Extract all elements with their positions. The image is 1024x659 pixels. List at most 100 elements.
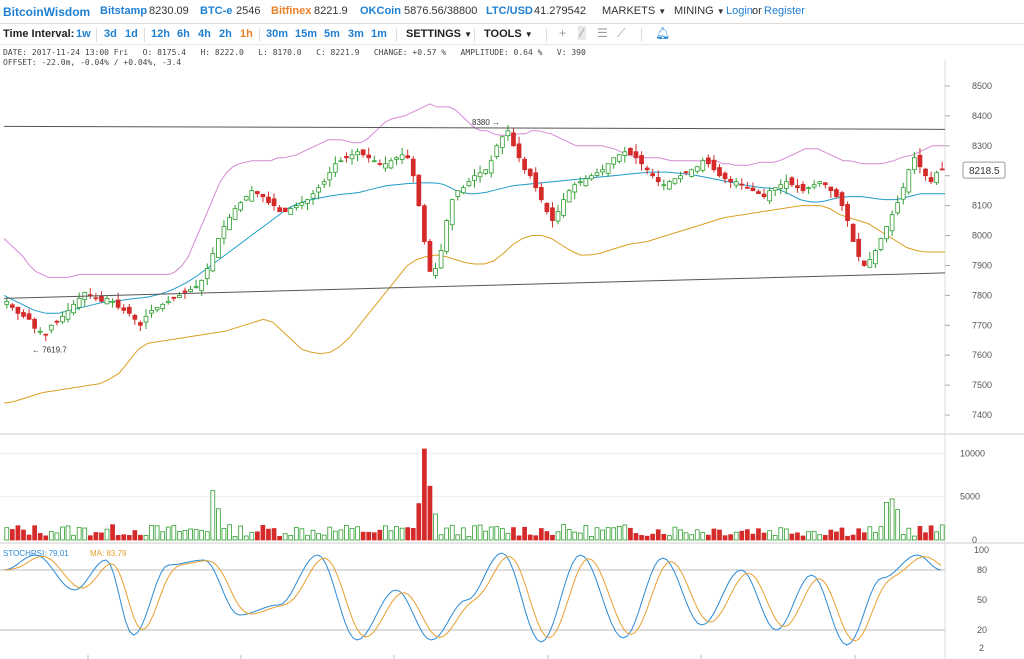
candle-body (43, 333, 49, 336)
volume-bar (377, 529, 383, 541)
volume-bar (906, 527, 912, 541)
price-tick-label: 7500 (972, 380, 992, 390)
volume-bar (399, 527, 405, 541)
volume-tick-label: 5000 (960, 492, 980, 502)
interval-1d[interactable]: 1d (125, 28, 138, 40)
candle-body (399, 154, 405, 160)
candle-body (299, 202, 305, 206)
horizontal-lines-icon[interactable]: ☰ (597, 26, 608, 40)
volume-bar (338, 529, 344, 541)
candle-body (93, 297, 99, 300)
volume-bar (628, 527, 633, 541)
volume-bar (4, 527, 10, 541)
candle-body (193, 285, 199, 288)
volume-bar (360, 531, 366, 541)
exchange-bitfinex[interactable]: Bitfinex (271, 5, 312, 17)
candle-body (266, 196, 271, 204)
mining-menu[interactable]: MINING ▼ (674, 5, 725, 17)
candle-body (199, 280, 205, 292)
volume-bar (800, 535, 806, 541)
markets-menu[interactable]: MARKETS ▼ (602, 5, 666, 17)
candle-body (817, 181, 823, 184)
volume-bar (655, 529, 661, 541)
candle-body (772, 187, 778, 191)
site-logo[interactable]: BitcoinWisdom (3, 5, 91, 19)
volume-bar (644, 535, 650, 541)
price-tick-label: 8300 (972, 141, 992, 151)
interval-3m[interactable]: 3m (348, 28, 364, 40)
volume-bar (305, 534, 310, 541)
interval-3d[interactable]: 3d (104, 28, 117, 40)
interval-1w[interactable]: 1w (76, 28, 91, 40)
candle-body (577, 181, 583, 184)
exchange-okcoin[interactable]: OKCoin (360, 5, 401, 17)
fibonacci-icon[interactable]: ⟋ (617, 26, 626, 40)
candle-body (811, 184, 817, 188)
candle-body (87, 294, 93, 297)
candle-body (366, 154, 372, 159)
interval-15m[interactable]: 15m (295, 28, 318, 40)
tools-dropdown[interactable]: TOOLS ▼ (484, 28, 533, 40)
candle-body (472, 175, 477, 181)
exchange-ltcusd-price: 41.279542 (534, 5, 586, 17)
login-link[interactable]: Login (726, 5, 753, 17)
candle-body (355, 151, 360, 156)
candle-body (449, 199, 455, 226)
exchange-bitstamp[interactable]: Bitstamp (100, 5, 148, 17)
interval-1m[interactable]: 1m (371, 28, 387, 40)
candle-body (572, 184, 578, 193)
candle-body (739, 183, 745, 186)
volume-bar (472, 525, 477, 541)
volume-bar (449, 524, 455, 541)
volume-bar (249, 532, 255, 541)
volume-bar (388, 530, 394, 541)
volume-tick-label: 0 (972, 535, 977, 545)
price-tick-label: 7700 (972, 320, 992, 330)
exchange-btce[interactable]: BTC-e (200, 5, 233, 17)
candle-body (338, 160, 344, 163)
interval-5m[interactable]: 5m (324, 28, 340, 40)
volume-bar (878, 526, 884, 541)
volume-bar (700, 532, 706, 541)
interval-2h[interactable]: 2h (219, 28, 232, 40)
volume-bar (394, 526, 399, 541)
support-trendline (3, 272, 946, 299)
volume-bar (873, 532, 878, 541)
candle-body (177, 294, 182, 298)
markets-label: MARKETS (602, 5, 656, 17)
candle-body (232, 208, 238, 220)
volume-bar (254, 531, 260, 541)
candle-body (928, 177, 934, 183)
candle-body (21, 312, 26, 317)
candles (4, 124, 945, 342)
candle-body (243, 196, 249, 201)
volume-bar (371, 532, 377, 541)
candle-body (711, 159, 717, 171)
draw-line-icon[interactable]: ⁄ (578, 26, 587, 40)
register-link[interactable]: Register (764, 5, 805, 17)
settings-dropdown[interactable]: SETTINGS ▼ (406, 28, 472, 40)
crosshair-icon[interactable]: + (559, 26, 567, 40)
volume-bar (327, 526, 333, 541)
candle-body (160, 303, 166, 310)
interval-12h[interactable]: 12h (151, 28, 170, 40)
candle-body (466, 181, 472, 186)
volume-bar (26, 534, 32, 541)
volume-bar (10, 529, 15, 541)
candle-body (483, 169, 488, 174)
volume-bar (405, 527, 411, 541)
interval-4h[interactable]: 4h (198, 28, 211, 40)
candle-body (238, 202, 243, 211)
volume-bar (795, 532, 800, 541)
exchange-ltcusd[interactable]: LTC/USD (486, 5, 533, 17)
volume-bar (667, 535, 672, 541)
interval-30m[interactable]: 30m (266, 28, 289, 40)
candle-body (861, 260, 867, 266)
volume-bar (811, 530, 817, 541)
bell-icon[interactable]: 🔔︎ (655, 26, 671, 40)
interval-6h[interactable]: 6h (177, 28, 190, 40)
volume-bar (856, 528, 862, 541)
interval-1h[interactable]: 1h (240, 28, 253, 40)
candle-body (822, 182, 828, 186)
